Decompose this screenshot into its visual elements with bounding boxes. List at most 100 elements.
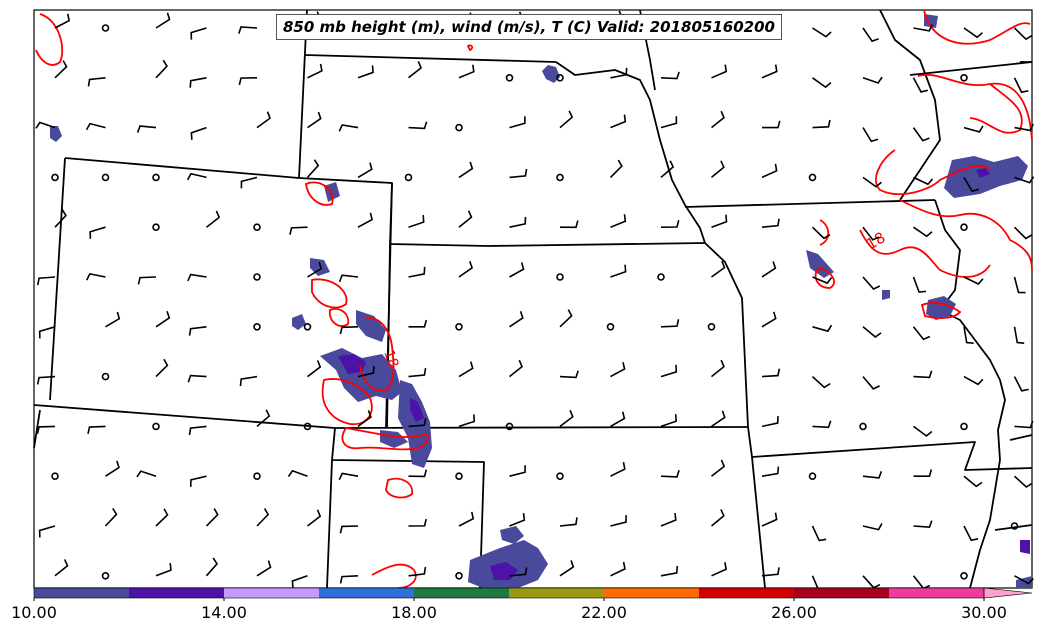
calm-wind-marker bbox=[455, 123, 463, 132]
wind-barb bbox=[610, 561, 626, 577]
wind-barb bbox=[963, 176, 980, 193]
calm-wind-marker bbox=[960, 571, 968, 580]
calm-wind-marker bbox=[505, 422, 514, 431]
wind-barb bbox=[1014, 123, 1034, 132]
colorbar-segment bbox=[34, 588, 130, 598]
wind-barb bbox=[660, 220, 680, 228]
calm-wind-marker bbox=[455, 571, 463, 580]
wind-barb bbox=[307, 509, 322, 527]
wind-barb bbox=[36, 425, 56, 434]
wind-barb bbox=[155, 310, 171, 328]
calm-wind-marker bbox=[960, 422, 968, 431]
wind-barb bbox=[862, 326, 882, 338]
temperature-contours bbox=[35, 9, 1033, 589]
wind-barb bbox=[610, 515, 627, 527]
wind-barb bbox=[307, 63, 323, 79]
wind-barb bbox=[811, 525, 827, 542]
calm-wind-marker bbox=[253, 223, 261, 231]
contour-label-west: 18 bbox=[380, 348, 401, 370]
wind-barb bbox=[913, 425, 933, 437]
wind-barb bbox=[711, 260, 726, 278]
wind-barb bbox=[509, 216, 527, 228]
wind-barb bbox=[54, 13, 71, 29]
wind-barb bbox=[711, 562, 727, 577]
wind-barb bbox=[35, 121, 56, 129]
colorbar-outline bbox=[33, 587, 985, 599]
wind-barb bbox=[610, 411, 626, 428]
calm-wind-marker bbox=[808, 472, 817, 481]
wind-barb bbox=[761, 567, 780, 577]
wind-barb bbox=[338, 472, 359, 481]
colorbar-segment bbox=[319, 588, 415, 598]
wind-barb bbox=[862, 226, 880, 241]
wind-barb bbox=[136, 125, 157, 133]
wind-barb bbox=[189, 77, 207, 88]
wind-barb bbox=[1014, 575, 1034, 585]
wind-barb bbox=[862, 376, 880, 390]
wind-barb bbox=[287, 469, 308, 477]
wind-barb bbox=[238, 77, 258, 86]
wind-barb bbox=[710, 110, 725, 129]
wind-barb bbox=[38, 525, 56, 538]
calm-wind-marker bbox=[101, 173, 110, 182]
wind-barb bbox=[38, 326, 56, 339]
wind-barb bbox=[256, 111, 271, 129]
wind-barb bbox=[811, 226, 831, 240]
wind-barb bbox=[509, 567, 528, 577]
wind-barb bbox=[85, 122, 106, 131]
wind-barb bbox=[458, 161, 474, 179]
wind-barb bbox=[812, 324, 833, 333]
wind-barb bbox=[610, 462, 626, 477]
wind-barb bbox=[187, 273, 207, 282]
wind-barb bbox=[761, 311, 777, 328]
wind-barb bbox=[408, 418, 427, 428]
wind-barb bbox=[458, 64, 475, 79]
wind-barb bbox=[610, 67, 628, 79]
wind-barb bbox=[408, 121, 428, 130]
wind-barb bbox=[291, 575, 308, 589]
wind-barb bbox=[963, 125, 984, 133]
calm-wind-marker bbox=[101, 24, 110, 32]
wind-barb bbox=[357, 410, 372, 428]
calm-wind-marker bbox=[505, 74, 514, 82]
wind-barb bbox=[660, 414, 677, 428]
wind-barb bbox=[610, 264, 627, 278]
wind-barb bbox=[912, 127, 930, 142]
map-frame bbox=[33, 9, 1033, 589]
wind-barb bbox=[137, 276, 157, 285]
wind-barb bbox=[54, 209, 67, 228]
calm-wind-marker bbox=[253, 273, 261, 281]
wind-barb bbox=[155, 563, 172, 577]
wind-barb bbox=[256, 508, 270, 527]
wind-barb bbox=[862, 176, 882, 188]
wind-barb bbox=[1014, 420, 1034, 429]
colorbar-extend-arrow bbox=[983, 587, 1033, 599]
map-title: 850 mb height (m), wind (m/s), T (C) Val… bbox=[276, 14, 782, 40]
wind-barb bbox=[913, 176, 934, 186]
wind-barb bbox=[408, 61, 423, 79]
wind-barb bbox=[862, 76, 883, 84]
wind-barb bbox=[963, 276, 984, 285]
wind-barb bbox=[155, 358, 169, 378]
wind-barb bbox=[307, 360, 322, 378]
wind-barb bbox=[306, 159, 320, 178]
calm-wind-marker bbox=[657, 273, 665, 281]
wind-barb bbox=[509, 262, 525, 278]
wind-barb bbox=[711, 410, 726, 428]
calm-wind-marker bbox=[51, 173, 59, 182]
wind-barb bbox=[339, 575, 359, 584]
calm-wind-marker bbox=[152, 173, 160, 182]
calm-wind-marker bbox=[556, 74, 564, 82]
wind-barb bbox=[660, 565, 679, 577]
wind-barb bbox=[660, 71, 680, 80]
wind-barb bbox=[862, 276, 881, 291]
calm-wind-marker bbox=[556, 173, 564, 182]
wind-barb bbox=[155, 59, 168, 79]
calm-wind-marker bbox=[51, 472, 59, 481]
colorbar-tick-label: 30.00 bbox=[961, 603, 1007, 622]
wind-barb bbox=[509, 465, 526, 477]
wind-barb bbox=[812, 27, 832, 38]
wind-barb bbox=[1014, 176, 1035, 184]
wind-barb bbox=[710, 359, 725, 378]
wind-barb bbox=[239, 375, 258, 387]
